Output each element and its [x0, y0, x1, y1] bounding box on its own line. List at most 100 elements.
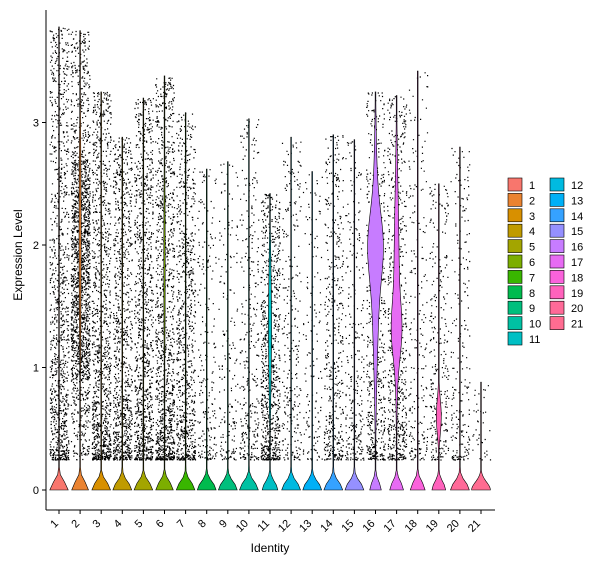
violin-11 [261, 193, 279, 491]
x-tick-label: 9 [217, 518, 230, 531]
legend-label-15: 15 [571, 226, 583, 238]
legend-swatch-13 [549, 193, 565, 207]
violin-1 [49, 26, 69, 491]
point-group-6 [155, 77, 176, 461]
violin-5 [133, 97, 154, 491]
x-tick-label: 7 [175, 518, 188, 531]
legend-swatch-6 [507, 254, 523, 269]
legend-label-9: 9 [529, 303, 535, 315]
x-tick-label: 14 [318, 518, 335, 535]
violin-7 [175, 112, 196, 491]
point-group-1 [49, 27, 70, 461]
x-tick-label: 4 [112, 518, 125, 531]
legend-label-4: 4 [529, 226, 535, 238]
violin-19 [431, 183, 447, 491]
legend-label-20: 20 [571, 303, 583, 315]
violin-14 [323, 134, 344, 491]
violin-10 [239, 118, 259, 491]
legend-label-6: 6 [529, 257, 535, 269]
legend-swatch-20 [549, 300, 565, 315]
point-group-13 [302, 174, 323, 461]
legend-swatch-11 [507, 331, 523, 346]
violin-20 [450, 146, 470, 491]
legend-label-10: 10 [529, 319, 541, 331]
x-axis-label: Identity [251, 541, 290, 555]
point-group-17 [387, 95, 408, 461]
x-tick-label: 20 [445, 518, 462, 535]
x-tick-label: 8 [196, 518, 209, 531]
legend-label-2: 2 [529, 195, 535, 207]
legend-label-14: 14 [571, 211, 583, 223]
legend-label-7: 7 [529, 272, 535, 284]
x-tick-label: 11 [256, 518, 273, 535]
x-tick-label: 16 [360, 518, 377, 535]
y-tick-label: 2 [33, 240, 39, 252]
violin-12 [281, 136, 301, 491]
x-tick-label: 6 [154, 518, 167, 531]
legend-label-16: 16 [571, 242, 583, 254]
point-group-3 [91, 91, 112, 461]
legend-label-13: 13 [571, 195, 583, 207]
legend-label-21: 21 [571, 319, 583, 331]
x-tick-label: 13 [297, 518, 314, 535]
x-tick-label: 10 [234, 518, 251, 535]
legend-swatch-17 [549, 254, 565, 269]
y-tick-label: 3 [33, 118, 39, 130]
violin-17 [389, 95, 404, 491]
point-group-20 [450, 147, 471, 461]
violin-15 [344, 139, 365, 491]
y-axis-label: Expression Level [11, 209, 25, 300]
point-group-21 [472, 385, 492, 461]
legend-label-12: 12 [571, 180, 583, 192]
violin-3 [91, 91, 111, 491]
x-tick-label: 5 [133, 518, 146, 531]
point-group-2 [70, 30, 91, 461]
legend-label-8: 8 [529, 288, 535, 300]
legend-label-1: 1 [529, 180, 535, 192]
legend-swatch-16 [549, 239, 565, 253]
x-tick-label: 19 [424, 518, 441, 535]
legend-swatch-19 [549, 285, 565, 300]
legend-swatch-12 [549, 177, 565, 192]
y-tick-label: 1 [33, 363, 39, 375]
x-tick-label: 2 [69, 518, 82, 531]
legend-label-11: 11 [529, 334, 540, 346]
violin-4 [112, 136, 133, 491]
point-group-5 [133, 98, 154, 461]
x-tick-label: 12 [276, 518, 293, 535]
legend-label-3: 3 [529, 211, 535, 223]
legend-swatch-3 [507, 208, 523, 223]
x-tick-label: 21 [466, 518, 483, 535]
x-tick-label: 3 [91, 518, 104, 531]
violin-8 [196, 168, 217, 491]
legend-swatch-10 [507, 316, 523, 330]
point-group-8 [197, 169, 218, 461]
violin-21 [471, 381, 491, 491]
violin-13 [302, 171, 323, 491]
violin-9 [217, 161, 238, 491]
point-group-11 [260, 193, 281, 461]
x-tick-label: 17 [382, 518, 399, 535]
violin-18 [409, 70, 426, 491]
legend-swatch-15 [549, 223, 565, 238]
legend-swatch-14 [549, 208, 565, 223]
legend-label-18: 18 [571, 272, 583, 284]
legend-label-19: 19 [571, 288, 583, 300]
violins [49, 26, 491, 491]
legend-swatch-9 [507, 300, 523, 315]
legend-swatch-1 [507, 177, 523, 192]
legend-swatch-2 [507, 193, 523, 207]
legend-swatch-18 [549, 270, 565, 284]
x-tick-label: 15 [339, 518, 356, 535]
y-tick-label: 0 [33, 485, 39, 497]
legend-swatch-7 [507, 270, 523, 284]
point-group-12 [281, 141, 302, 461]
x-tick-label: 18 [403, 518, 420, 535]
violin-6 [155, 75, 174, 491]
violin-2 [71, 30, 89, 491]
legend-swatch-21 [549, 316, 565, 330]
legend-swatch-5 [507, 239, 523, 253]
